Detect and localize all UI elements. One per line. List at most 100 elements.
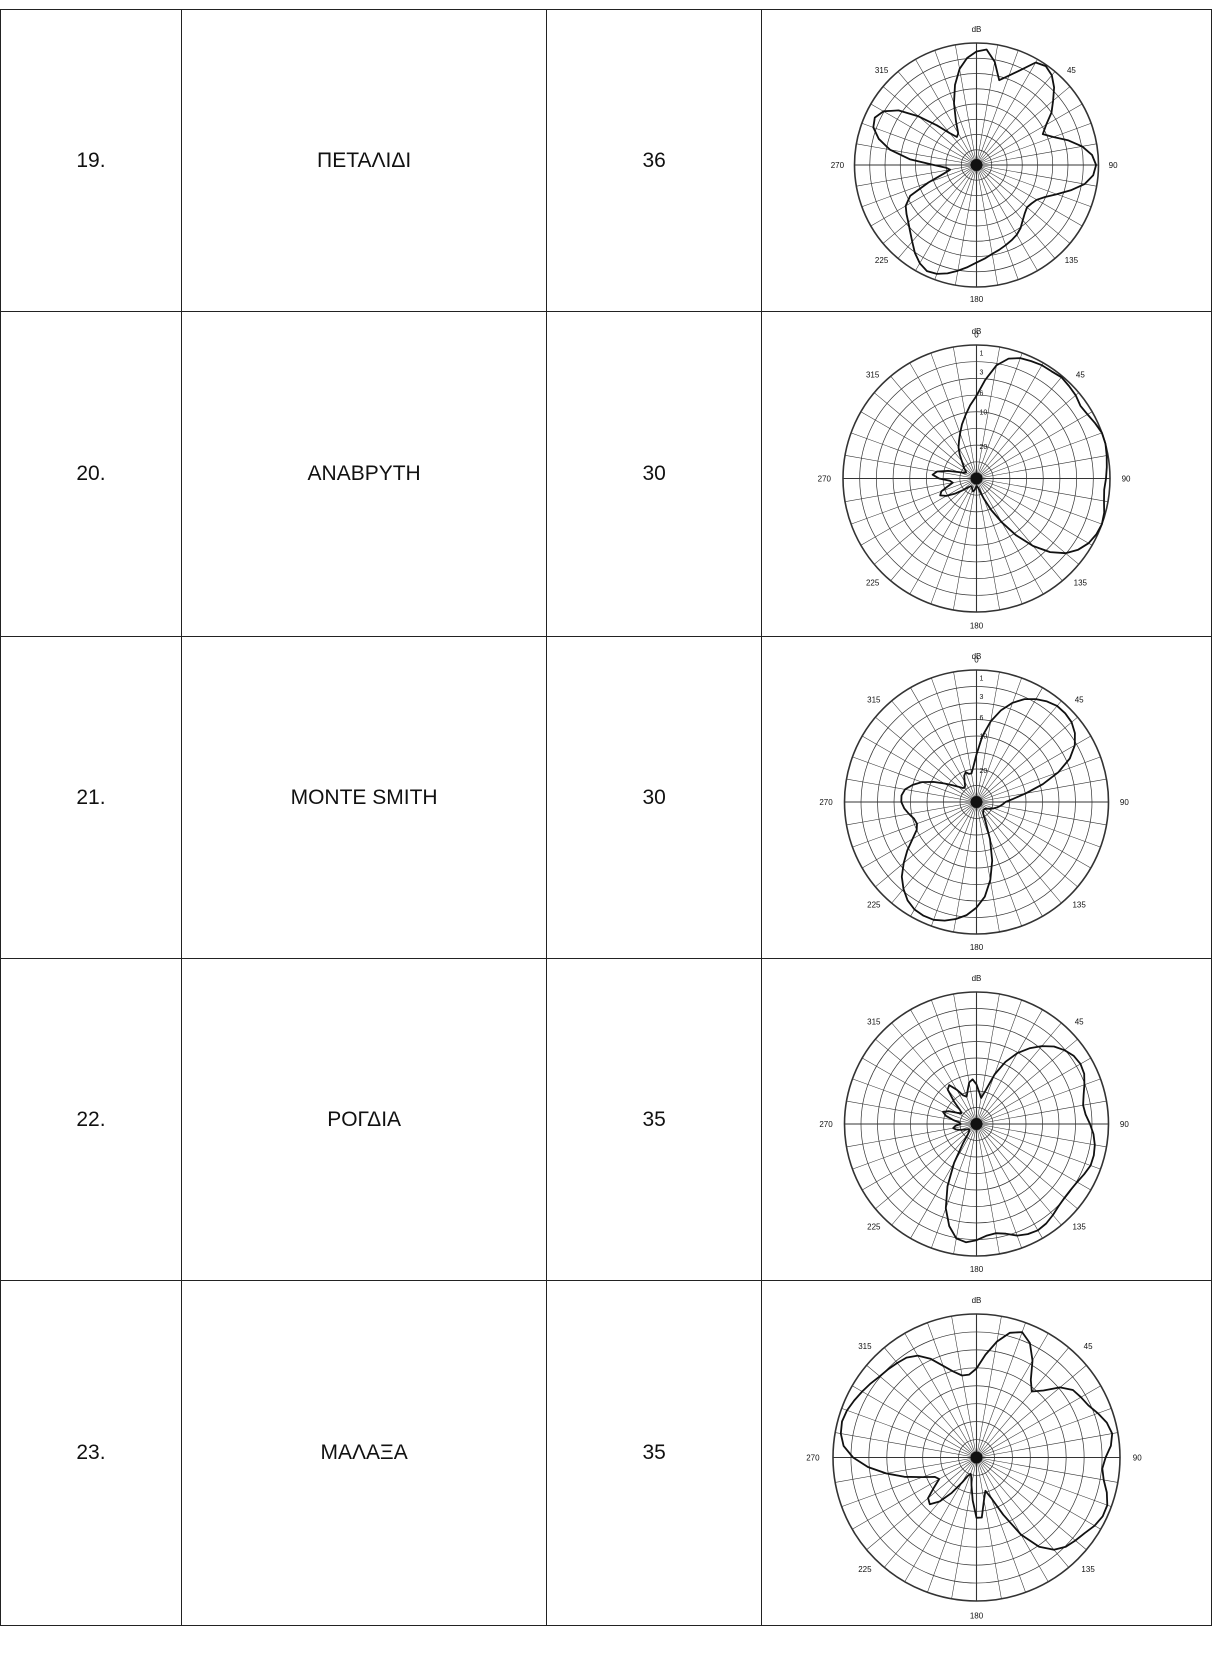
site-name: MONTE SMITH [290,785,438,809]
angle-label: 180 [970,1265,984,1274]
grid-spoke [860,477,977,545]
angle-label: 90 [1120,798,1129,807]
site-name-cell: ΑΝΑΒΡΥΤΗ [180,311,548,637]
grid-spoke [976,1123,1078,1209]
angle-label: 90 [1122,474,1131,483]
grid-spoke [976,801,1043,916]
angle-label: 45 [1075,695,1084,704]
grid-spoke [897,164,977,259]
grid-spoke [976,735,1091,802]
grid-spoke [976,1100,1107,1124]
db-tick-label: 10 [979,733,987,740]
grid-spoke [882,164,977,244]
grid-spoke [953,801,977,932]
grid-spoke [976,164,1038,271]
angle-label: 270 [806,1453,820,1462]
polar-grid [843,990,1110,1257]
db-tick-label: 10 [979,409,987,416]
db-tick-label: 1 [979,350,983,357]
grid-spoke [976,1456,1087,1550]
angle-label: 90 [1133,1453,1142,1462]
grid-spoke [976,346,1000,479]
angle-label: 180 [970,1611,984,1620]
angle-label: 135 [1072,900,1086,909]
grid-spoke [976,1038,1078,1124]
site-value: 35 [642,1107,666,1131]
angle-label: 225 [858,1565,872,1574]
row-index: 22. [76,1107,106,1131]
radiation-pattern-cell: 315 45 90 135 180 225 270 dB [760,958,1212,1281]
grid-spoke [976,362,1044,479]
row-index: 23. [76,1441,106,1464]
grid-spoke [955,44,977,165]
grid-spoke [870,103,977,165]
grid-spoke [976,477,1063,581]
angle-label: 90 [1109,161,1118,170]
grid-spoke [976,103,1083,165]
grid-spoke [976,1123,1043,1238]
grid-spoke [955,164,977,285]
grid-spoke [852,801,977,847]
grid-spoke [976,122,1092,165]
grid-spoke [927,1322,977,1458]
grid-spoke [862,1123,977,1190]
db-tick-label: 20 [979,767,987,774]
radiation-curve [839,1330,1114,1551]
grid-spoke [890,477,977,581]
grid-spoke [976,1456,1101,1529]
grid-spoke [846,778,977,802]
grid-spoke [976,477,1103,524]
grid-spoke [852,1123,977,1169]
grid-spoke [976,671,1000,802]
grid-spoke [976,375,1063,479]
angle-label: 180 [970,943,984,952]
angle-label: 225 [867,900,881,909]
grid-spoke [976,164,1071,244]
grid-spoke [976,1322,1026,1458]
grid-spoke [976,1123,1107,1147]
grid-spoke [835,1456,977,1483]
grid-spoke [976,477,1000,610]
center-point [970,472,983,484]
grid-spoke [976,1456,1049,1582]
grid-spoke [976,756,1101,802]
angle-label: 180 [970,295,984,304]
site-value: 30 [642,785,666,809]
grid-spoke [910,1009,977,1124]
grid-spoke [850,477,977,524]
grid-spoke [846,1123,977,1147]
row-index-cell: 19. [0,9,182,312]
grid-spoke [976,1123,1091,1190]
grid-spoke [976,1315,1002,1458]
grid-spoke [976,477,1079,565]
unit-label: dB [972,25,982,34]
angle-label: 225 [875,255,889,264]
grid-spoke [852,756,977,802]
grid-spoke [891,1022,977,1124]
site-value-cell: 30 [546,636,762,959]
angle-label: 270 [819,798,833,807]
grid-spoke [934,164,977,280]
site-name: ΑΝΑΒΡΥΤΗ [307,462,421,485]
grid-spoke [976,801,1022,926]
grid-spoke [909,362,977,479]
radiation-pattern-cell: 315 45 90 135 180 225 270 dB [760,1280,1212,1626]
grid-spoke [976,801,1000,932]
grid-spoke [976,700,1062,802]
grid-spoke [976,432,1103,479]
radiation-pattern-chart: 315 45 90 135 180 225 270 dB [819,974,1129,1274]
grid-spoke [884,1346,977,1458]
radiation-pattern-chart: 315 45 90 135 180 225 270 0dB 1 3 6 10 20 [818,327,1131,630]
grid-spoke [976,1332,1049,1458]
grid-spoke [976,1456,1118,1483]
grid-spoke [904,1332,977,1458]
grid-spoke [862,801,977,868]
site-name-cell: ΜΑΛΑΞΑ [180,1280,548,1626]
grid-spoke [856,143,977,165]
radiation-pattern-chart: 315 45 90 135 180 225 270 0dB 1 3 6 10 20 [819,652,1129,952]
grid-spoke [931,801,977,926]
grid-spoke [976,1456,1002,1599]
site-value: 36 [642,148,666,172]
grid-spoke [866,1456,977,1550]
grid-spoke [976,1123,1101,1169]
